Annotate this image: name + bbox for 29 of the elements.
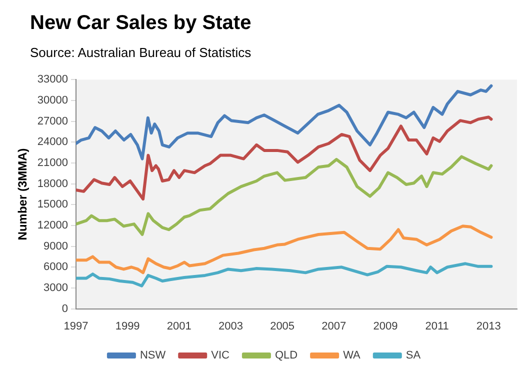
y-tick-label: 21000 [37, 156, 68, 169]
y-tick-label: 15000 [37, 198, 68, 211]
y-tick-label: 18000 [37, 178, 68, 190]
x-tick-label: 2007 [322, 320, 346, 332]
y-tick-label: 9000 [44, 240, 68, 252]
chart-subtitle: Source: Australian Bureau of Statistics [30, 45, 252, 60]
x-tick-label: 2013 [476, 320, 501, 332]
legend-label: NSW [140, 350, 166, 362]
x-tick-label: 2001 [166, 320, 192, 332]
y-tick-label: 6000 [44, 261, 68, 274]
legend-label: VIC [211, 350, 230, 362]
legend-label: QLD [274, 350, 298, 362]
legend-label: SA [406, 350, 422, 362]
y-tick-label: 27000 [37, 115, 68, 128]
x-tick-label: 1999 [115, 320, 140, 332]
y-tick-label: 12000 [37, 219, 68, 232]
x-tick-label: 1997 [64, 320, 88, 332]
x-tick-label: 2011 [425, 320, 449, 332]
x-tick-label: 2003 [218, 320, 243, 332]
y-tick-label: 24000 [37, 136, 68, 148]
legend-label: WA [343, 350, 362, 362]
y-tick-label: 30000 [37, 94, 68, 106]
y-tick-label: 3000 [44, 282, 68, 294]
x-tick-label: 2009 [373, 320, 398, 332]
y-axis-title: Number (3MMA) [16, 148, 30, 240]
y-tick-label: 0 [62, 302, 68, 315]
x-tick-label: 2005 [270, 320, 295, 332]
y-tick-label: 33000 [37, 74, 68, 86]
chart-title: New Car Sales by State [30, 12, 252, 35]
